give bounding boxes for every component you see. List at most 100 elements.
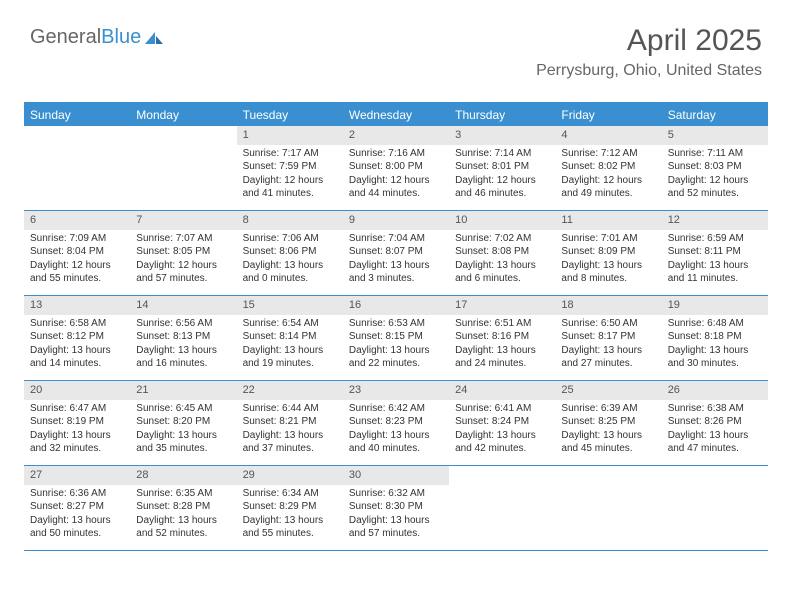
day-cell: 18Sunrise: 6:50 AMSunset: 8:17 PMDayligh… xyxy=(555,296,661,380)
day-body: Sunrise: 6:45 AMSunset: 8:20 PMDaylight:… xyxy=(130,402,236,460)
sunrise-text: Sunrise: 7:02 AM xyxy=(455,232,549,246)
daylight-text: Daylight: 13 hours and 47 minutes. xyxy=(668,429,762,456)
sunset-text: Sunset: 8:11 PM xyxy=(668,245,762,259)
day-number: 28 xyxy=(130,466,236,485)
day-number: 5 xyxy=(662,126,768,145)
daylight-text: Daylight: 12 hours and 46 minutes. xyxy=(455,174,549,201)
day-body: Sunrise: 6:41 AMSunset: 8:24 PMDaylight:… xyxy=(449,402,555,460)
day-number: 18 xyxy=(555,296,661,315)
day-number: 10 xyxy=(449,211,555,230)
day-number: 30 xyxy=(343,466,449,485)
sunrise-text: Sunrise: 7:12 AM xyxy=(561,147,655,161)
sunrise-text: Sunrise: 6:38 AM xyxy=(668,402,762,416)
day-body: Sunrise: 7:09 AMSunset: 8:04 PMDaylight:… xyxy=(24,232,130,290)
daylight-text: Daylight: 13 hours and 50 minutes. xyxy=(30,514,124,541)
sunrise-text: Sunrise: 7:14 AM xyxy=(455,147,549,161)
sunrise-text: Sunrise: 7:09 AM xyxy=(30,232,124,246)
day-header: Friday xyxy=(555,104,661,126)
sunrise-text: Sunrise: 6:34 AM xyxy=(243,487,337,501)
day-cell: 19Sunrise: 6:48 AMSunset: 8:18 PMDayligh… xyxy=(662,296,768,380)
day-body: Sunrise: 6:35 AMSunset: 8:28 PMDaylight:… xyxy=(130,487,236,545)
daylight-text: Daylight: 13 hours and 11 minutes. xyxy=(668,259,762,286)
day-header: Saturday xyxy=(662,104,768,126)
day-body: Sunrise: 6:53 AMSunset: 8:15 PMDaylight:… xyxy=(343,317,449,375)
day-header: Tuesday xyxy=(237,104,343,126)
daylight-text: Daylight: 13 hours and 45 minutes. xyxy=(561,429,655,456)
daylight-text: Daylight: 13 hours and 22 minutes. xyxy=(349,344,443,371)
sunrise-text: Sunrise: 6:53 AM xyxy=(349,317,443,331)
month-year: April 2025 xyxy=(536,24,762,58)
sunrise-text: Sunrise: 6:36 AM xyxy=(30,487,124,501)
day-cell: 17Sunrise: 6:51 AMSunset: 8:16 PMDayligh… xyxy=(449,296,555,380)
sunrise-text: Sunrise: 6:32 AM xyxy=(349,487,443,501)
day-number: 1 xyxy=(237,126,343,145)
daylight-text: Daylight: 13 hours and 55 minutes. xyxy=(243,514,337,541)
day-body: Sunrise: 6:44 AMSunset: 8:21 PMDaylight:… xyxy=(237,402,343,460)
day-cell: 9Sunrise: 7:04 AMSunset: 8:07 PMDaylight… xyxy=(343,211,449,295)
day-number: 14 xyxy=(130,296,236,315)
day-body: Sunrise: 6:32 AMSunset: 8:30 PMDaylight:… xyxy=(343,487,449,545)
sunset-text: Sunset: 8:09 PM xyxy=(561,245,655,259)
sunset-text: Sunset: 8:16 PM xyxy=(455,330,549,344)
sunrise-text: Sunrise: 7:17 AM xyxy=(243,147,337,161)
day-cell: 23Sunrise: 6:42 AMSunset: 8:23 PMDayligh… xyxy=(343,381,449,465)
sunrise-text: Sunrise: 7:06 AM xyxy=(243,232,337,246)
sunrise-text: Sunrise: 7:07 AM xyxy=(136,232,230,246)
logo-text: GeneralBlue xyxy=(30,26,141,49)
day-number: 29 xyxy=(237,466,343,485)
sunset-text: Sunset: 8:29 PM xyxy=(243,500,337,514)
day-body: Sunrise: 6:42 AMSunset: 8:23 PMDaylight:… xyxy=(343,402,449,460)
day-cell: 3 Sunrise: 7:14 AMSunset: 8:01 PMDaylight… xyxy=(449,126,555,210)
day-cell: 12Sunrise: 6:59 AMSunset: 8:11 PMDayligh… xyxy=(662,211,768,295)
day-number: 21 xyxy=(130,381,236,400)
sunset-text: Sunset: 8:15 PM xyxy=(349,330,443,344)
day-number: 19 xyxy=(662,296,768,315)
day-body: Sunrise: 6:39 AMSunset: 8:25 PMDaylight:… xyxy=(555,402,661,460)
sunrise-text: Sunrise: 6:45 AM xyxy=(136,402,230,416)
day-body: Sunrise: 7:07 AMSunset: 8:05 PMDaylight:… xyxy=(130,232,236,290)
sunrise-text: Sunrise: 6:35 AM xyxy=(136,487,230,501)
day-cell xyxy=(449,466,555,550)
day-number: 4 xyxy=(555,126,661,145)
sunset-text: Sunset: 8:24 PM xyxy=(455,415,549,429)
day-cell: 24Sunrise: 6:41 AMSunset: 8:24 PMDayligh… xyxy=(449,381,555,465)
sunset-text: Sunset: 8:28 PM xyxy=(136,500,230,514)
day-cell: 29 Sunrise: 6:34 AMSunset: 8:29 PMDayligh… xyxy=(237,466,343,550)
day-cell: 14Sunrise: 6:56 AMSunset: 8:13 PMDayligh… xyxy=(130,296,236,380)
day-cell: 15Sunrise: 6:54 AMSunset: 8:14 PMDayligh… xyxy=(237,296,343,380)
day-cell: 5Sunrise: 7:11 AMSunset: 8:03 PMDaylight… xyxy=(662,126,768,210)
day-cell: 6Sunrise: 7:09 AMSunset: 8:04 PMDaylight… xyxy=(24,211,130,295)
day-cell: 22 Sunrise: 6:44 AMSunset: 8:21 PMDayligh… xyxy=(237,381,343,465)
day-body: Sunrise: 6:34 AMSunset: 8:29 PMDaylight:… xyxy=(237,487,343,545)
day-cell: 28 Sunrise: 6:35 AMSunset: 8:28 PMDayligh… xyxy=(130,466,236,550)
day-number: 27 xyxy=(24,466,130,485)
sunset-text: Sunset: 8:18 PM xyxy=(668,330,762,344)
day-number: 26 xyxy=(662,381,768,400)
day-number: 3 xyxy=(449,126,555,145)
day-cell xyxy=(130,126,236,210)
day-cell: 10Sunrise: 7:02 AMSunset: 8:08 PMDayligh… xyxy=(449,211,555,295)
sunrise-text: Sunrise: 6:54 AM xyxy=(243,317,337,331)
day-body: Sunrise: 7:17 AMSunset: 7:59 PMDaylight:… xyxy=(237,147,343,205)
day-number: 22 xyxy=(237,381,343,400)
sunset-text: Sunset: 8:19 PM xyxy=(30,415,124,429)
daylight-text: Daylight: 13 hours and 32 minutes. xyxy=(30,429,124,456)
day-header: Monday xyxy=(130,104,236,126)
day-number: 12 xyxy=(662,211,768,230)
sunrise-text: Sunrise: 6:58 AM xyxy=(30,317,124,331)
sunset-text: Sunset: 8:17 PM xyxy=(561,330,655,344)
daylight-text: Daylight: 13 hours and 0 minutes. xyxy=(243,259,337,286)
sunset-text: Sunset: 8:07 PM xyxy=(349,245,443,259)
sunrise-text: Sunrise: 6:56 AM xyxy=(136,317,230,331)
day-header: Wednesday xyxy=(343,104,449,126)
sunset-text: Sunset: 8:01 PM xyxy=(455,160,549,174)
daylight-text: Daylight: 12 hours and 41 minutes. xyxy=(243,174,337,201)
day-cell: 16Sunrise: 6:53 AMSunset: 8:15 PMDayligh… xyxy=(343,296,449,380)
daylight-text: Daylight: 12 hours and 52 minutes. xyxy=(668,174,762,201)
sunset-text: Sunset: 8:04 PM xyxy=(30,245,124,259)
title-block: April 2025 Perrysburg, Ohio, United Stat… xyxy=(536,24,762,80)
daylight-text: Daylight: 13 hours and 42 minutes. xyxy=(455,429,549,456)
day-body: Sunrise: 7:06 AMSunset: 8:06 PMDaylight:… xyxy=(237,232,343,290)
day-number: 2 xyxy=(343,126,449,145)
daylight-text: Daylight: 13 hours and 16 minutes. xyxy=(136,344,230,371)
